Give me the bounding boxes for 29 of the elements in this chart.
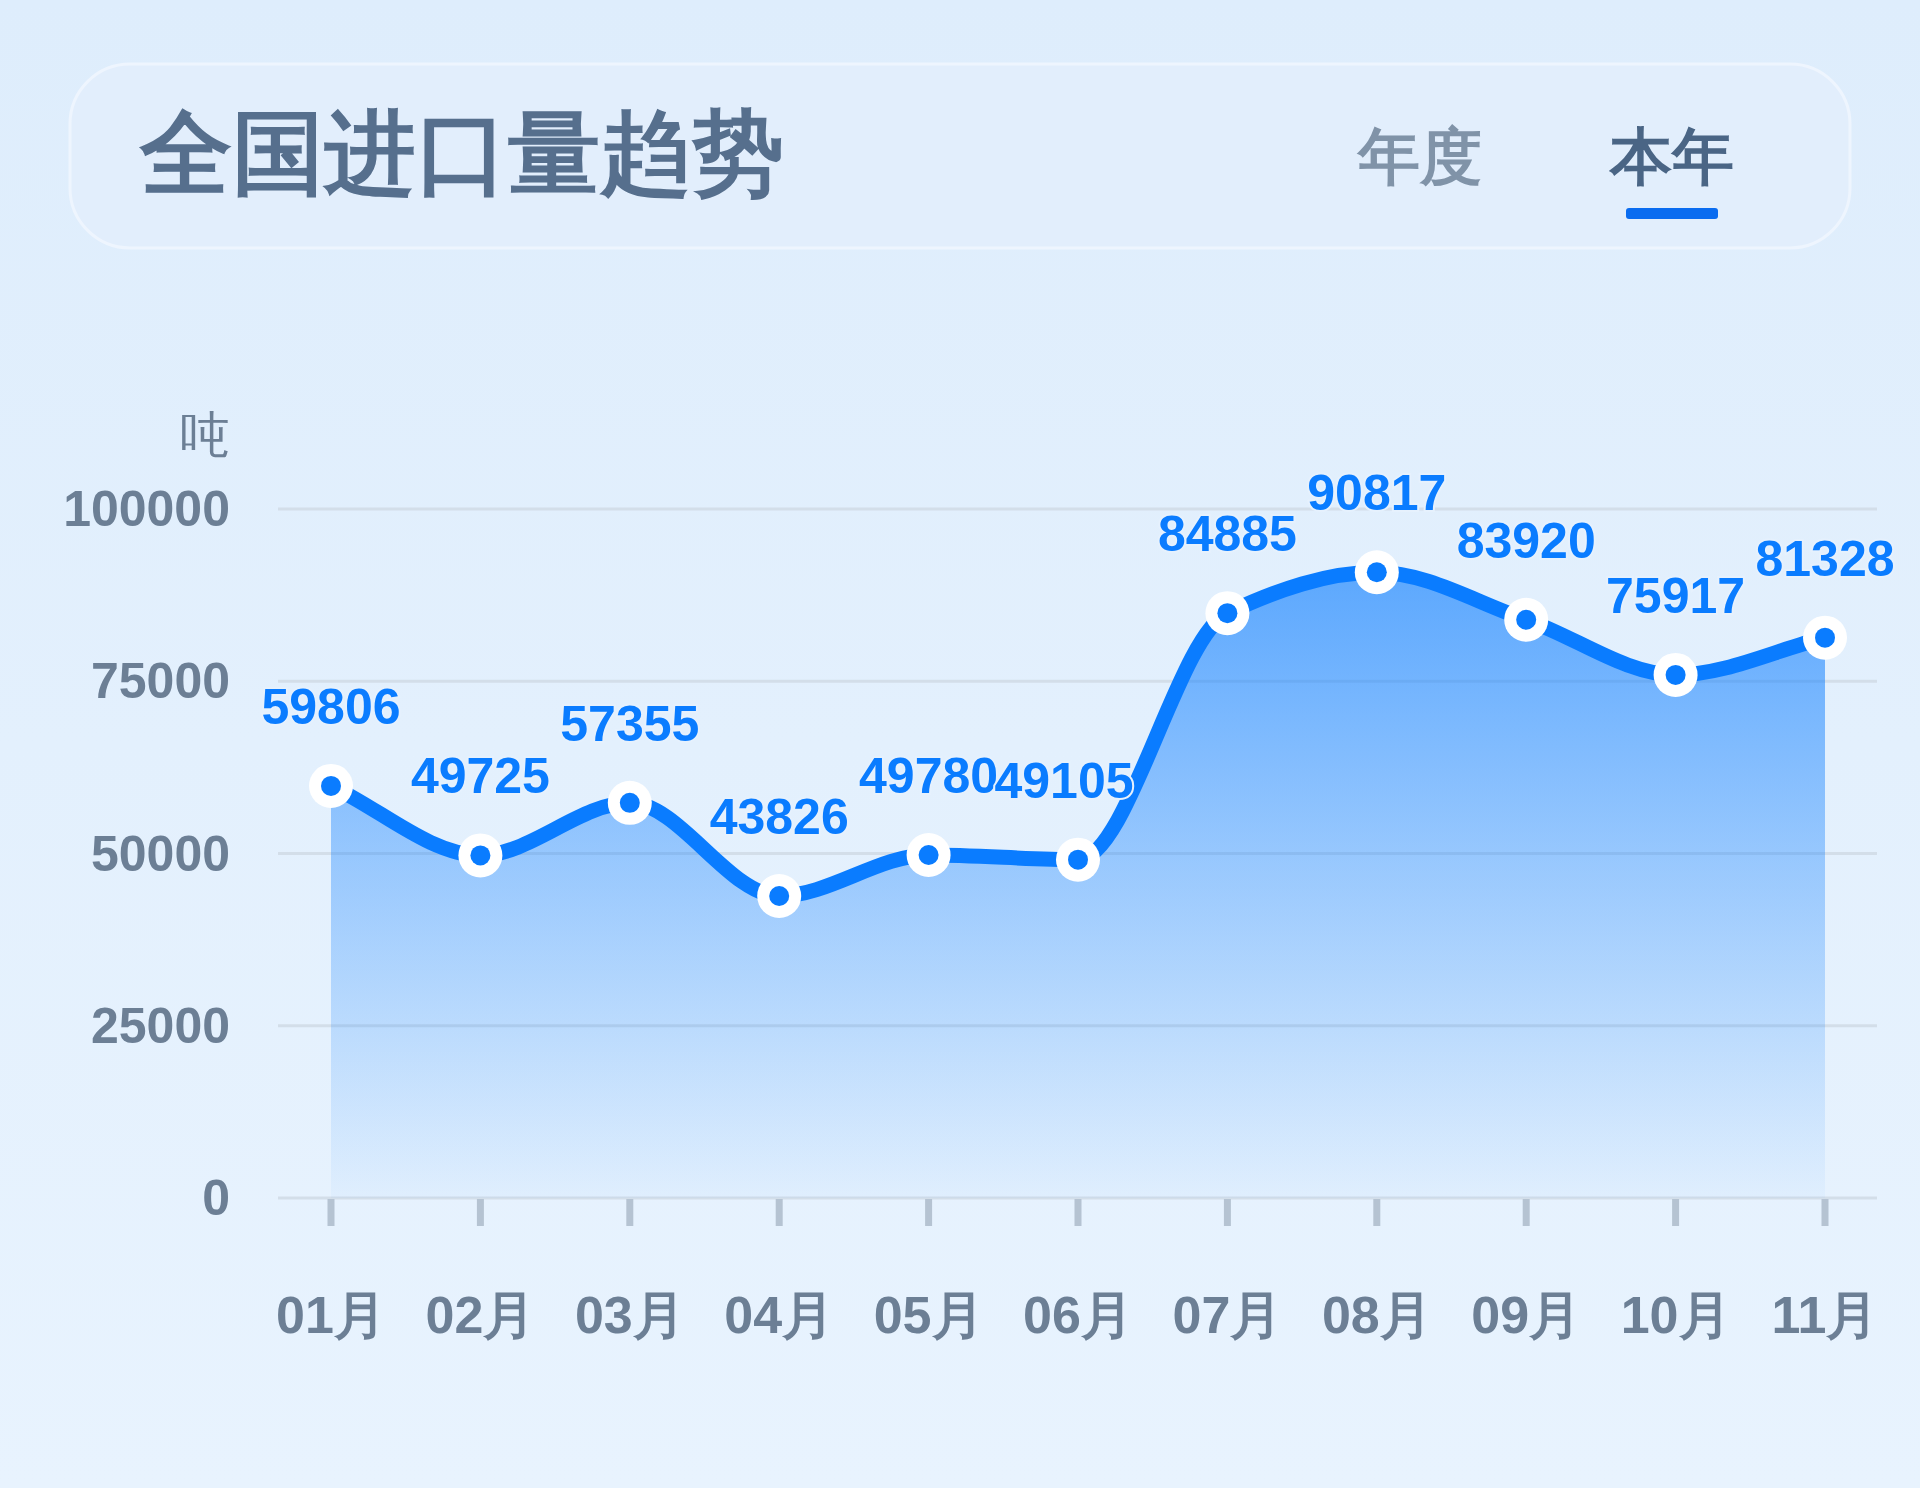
x-tick-label: 09月	[1471, 1286, 1582, 1344]
text: 本年	[1608, 122, 1734, 191]
x-tick-label: 06月	[1023, 1286, 1133, 1344]
x-tick-label: 03月	[574, 1286, 685, 1344]
y-tick-label: 50000	[90, 825, 230, 882]
y-axis-title: 吨	[180, 407, 230, 463]
y-tick-label: 100000	[63, 481, 230, 537]
y-tick-label: 25000	[90, 997, 230, 1054]
data-label: 49725	[410, 748, 550, 805]
text: 年度	[1356, 122, 1482, 191]
data-label: 75917	[1606, 567, 1746, 624]
data-label: 90817	[1307, 465, 1447, 522]
x-tick-label: 08月	[1321, 1286, 1432, 1344]
x-tick-label: 04月	[724, 1286, 835, 1344]
x-tick-label: 10月	[1620, 1286, 1731, 1344]
data-label: 84885	[1157, 506, 1297, 563]
data-label: 81328	[1755, 530, 1895, 587]
x-tick-label: 11月	[1771, 1286, 1879, 1344]
x-tick-label: 05月	[873, 1286, 984, 1344]
chart-title: 全国进口量趋势	[138, 102, 784, 204]
data-label: 43826	[709, 789, 849, 846]
x-tick-label: 01月	[276, 1286, 386, 1344]
data-label: 57355	[560, 695, 700, 752]
y-tick-label: 0	[202, 1170, 230, 1226]
x-tick-label: 07月	[1172, 1286, 1283, 1344]
data-label: 83920	[1456, 512, 1596, 569]
x-tick-label: 02月	[425, 1286, 536, 1344]
data-label: 59806	[261, 678, 401, 735]
y-tick-label: 75000	[90, 653, 230, 710]
